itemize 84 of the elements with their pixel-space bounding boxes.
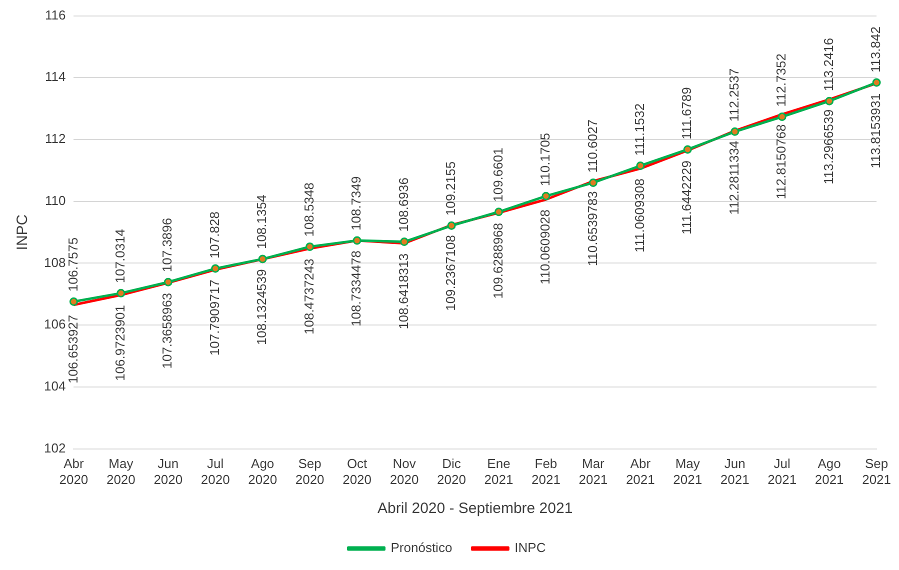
data-label: 106.653927 [65,314,80,384]
data-label: 108.1324539 [254,269,270,346]
x-tick-label: Feb 2021 [531,456,560,487]
y-tick-label: 102 [44,440,66,456]
point [778,112,786,122]
legend-label: Pronóstico [390,540,452,556]
data-label: 113.842 [868,26,884,73]
x-tick-label: Jul 2020 [200,456,230,487]
point [164,278,172,286]
x-tick-label: Oct 2020 [342,456,372,487]
data-label: 113.8153931 [868,93,884,168]
data-label: 112.8150768 [774,124,789,200]
point [872,78,881,87]
data-label: 110.6027 [584,119,600,173]
x-tick-label: Nov 2020 [390,456,419,487]
x-tick-label: Sep 2020 [295,456,324,487]
y-tick-label: 106 [44,316,66,332]
point [258,254,267,264]
point [400,238,409,246]
y-tick-label: 116 [44,7,66,22]
y-tick-label: 104 [44,378,66,394]
x-tick-label: Abr 2020 [59,456,88,487]
data-label: 109.2367108 [443,234,458,311]
point [825,96,834,106]
data-label: 111.6442229 [679,160,694,234]
point [542,192,550,200]
point [683,145,692,154]
data-label: 108.6418313 [396,253,411,330]
y-tick-label: 114 [44,69,66,84]
x-tick-label: Jun 2020 [154,456,183,487]
data-label: 113.2416 [820,38,836,92]
data-label: 108.7349 [348,176,364,230]
data-label: 109.6601 [490,148,506,202]
data-label: 110.6539783 [584,191,600,266]
data-label: 111.6789 [679,87,694,140]
x-tick-label: Ene 2021 [484,456,514,487]
x-tick-label: May 2021 [673,456,702,487]
legend-label: INPC [514,540,546,556]
x-tick-label: Ago 2020 [248,456,278,487]
data-label: 108.5348 [301,182,316,237]
data-label: 110.1705 [538,132,553,186]
point [636,161,645,170]
data-label: 107.7909717 [206,280,222,356]
x-tick-label: Jul 2021 [768,456,797,487]
x-tick-label: Mar 2021 [578,456,608,487]
data-label: 108.4737243 [301,258,316,334]
data-label: 111.0609308 [632,178,647,253]
x-tick-label: Jun 2021 [720,456,750,487]
x-tick-label: Abr 2021 [626,456,655,487]
data-label: 106.7575 [65,237,80,292]
point [116,288,126,298]
x-tick-label: May 2020 [106,456,136,487]
data-label: 107.3658963 [160,292,175,369]
point [69,297,78,306]
data-label: 107.0314 [112,228,128,284]
y-tick-label: 108 [44,254,66,270]
point [447,221,456,230]
data-label: 109.6288968 [490,222,506,299]
data-label: 108.1354 [254,194,270,250]
x-axis-title: Abril 2020 - Septiembre 2021 [378,500,573,518]
data-label: 108.7334478 [348,250,364,326]
data-label: 107.828 [206,212,222,259]
point [730,127,740,136]
data-label: 112.2811334 [726,140,742,215]
y-tick-label: 110 [44,192,66,208]
data-label: 107.3896 [160,218,175,272]
point [352,236,362,245]
data-label: 106.9723901 [112,305,128,381]
data-label: 108.6936 [396,178,411,232]
data-label: 112.7352 [774,54,789,107]
y-axis-title: INPC [14,214,32,250]
data-label: 110.0609028 [538,209,553,284]
data-label: 113.2966539 [820,109,836,184]
point [306,242,314,251]
point [211,264,220,273]
x-tick-label: Ago 2021 [814,456,844,487]
point [588,178,598,187]
x-tick-label: Sep 2021 [862,456,891,487]
data-label: 112.2537 [726,68,742,122]
x-tick-label: Dic 2020 [437,456,466,487]
point [494,208,503,216]
data-label: 111.1532 [632,103,647,156]
data-label: 109.2155 [443,161,458,216]
y-tick-label: 112 [44,131,66,146]
